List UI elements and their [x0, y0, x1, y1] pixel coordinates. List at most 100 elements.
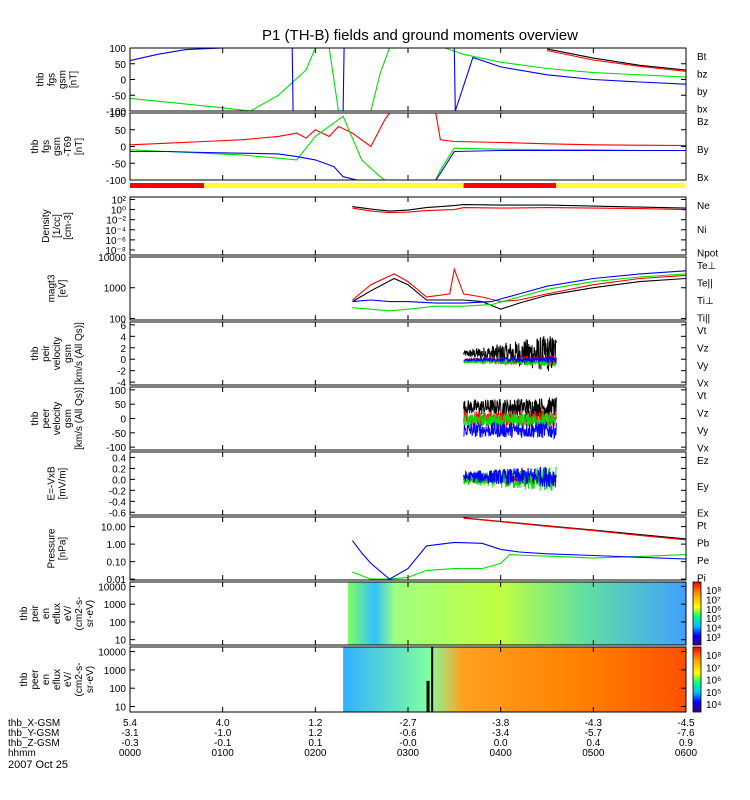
series-pi	[351, 540, 686, 580]
colorbar-label: 10⁷	[706, 595, 721, 606]
y-tick-label: 10²	[112, 196, 127, 207]
time-row-value: -3.1	[121, 728, 139, 739]
time-axis: 2007 Oct 25 thb_X-GSM 5.4 4.0 1.2 -2.7 -3.8 -4…	[8, 718, 698, 771]
y-tick-label: -0.6	[109, 508, 127, 519]
mode-bar	[130, 183, 686, 188]
legend-series-pt: Pt	[697, 521, 707, 532]
y-tick-label: -50	[112, 159, 127, 170]
panel-peer_v: Vt Vz Vy Vx 100 50 0 -50 -100 thb peer velocity gsm[…	[30, 386, 709, 454]
colorbar-label: 10⁶	[706, 676, 721, 687]
legend-series-by: by	[697, 87, 708, 98]
mode-bar-segment	[130, 183, 205, 188]
series-vx	[463, 355, 557, 364]
y-axis-label: thb	[30, 411, 41, 425]
time-row-value: -3.8	[492, 718, 510, 729]
legend-series-bx: Bx	[697, 173, 709, 184]
series-bz	[546, 49, 686, 72]
panel-temp: Te⊥ Te|| Ti⊥ Ti|| 10000 1000 100 magt3 [eV]	[47, 253, 717, 325]
y-tick-label: 0	[120, 415, 126, 426]
y-axis-label: thb	[19, 606, 30, 620]
series-pe	[352, 554, 686, 580]
y-tick-label: -50	[112, 91, 127, 102]
date-label: 2007 Oct 25	[8, 759, 68, 771]
y-tick-label: 6	[120, 321, 126, 332]
time-row-value: 1.2	[308, 718, 322, 729]
y-axis-label: fgs	[47, 73, 58, 86]
y-axis-label: Pressure	[47, 528, 58, 568]
y-axis-label: -T69	[63, 136, 74, 157]
plot-area-fgs	[130, 48, 686, 111]
series-pb	[463, 517, 686, 541]
legend-series-bz: bz	[697, 69, 708, 80]
y-tick-label: 10000	[98, 253, 126, 264]
panel-efield: Ez Ey Ex 0.40.20.0-0.2-0.4-0.6 E=-VxB [mV/m]	[47, 451, 709, 519]
time-row-label: thb_Z-GSM	[8, 738, 60, 749]
time-row-value: 5.4	[123, 718, 137, 729]
time-row-value: 0500	[582, 748, 605, 759]
y-axis-label: Density	[41, 209, 52, 242]
y-tick-label: 1.00	[107, 540, 127, 551]
plot-area-efield	[463, 465, 557, 491]
y-axis-label: [km/s (All Qs)]	[74, 387, 85, 450]
series-ti-	[352, 270, 686, 304]
legend-series-te-: Te⊥	[697, 261, 716, 272]
y-tick-label: -0.4	[109, 497, 127, 508]
time-row-value: -7.6	[677, 728, 695, 739]
y-axis-label: (cm2-s-	[74, 663, 85, 697]
colorbar-label: 10⁸	[706, 651, 721, 662]
legend-series-vy: Vy	[697, 426, 708, 437]
legend-series-bz: Bz	[697, 117, 709, 128]
y-tick-label: 2	[120, 344, 126, 355]
panel-frame	[129, 321, 687, 386]
y-tick-label: 10	[115, 703, 127, 714]
legend-series-ti-: Ti⊥	[697, 296, 714, 307]
y-axis-label: magt3	[47, 274, 58, 302]
y-axis-label: [km/s (All Qs)]	[74, 322, 85, 385]
legend-series-pe: Pe	[697, 556, 710, 567]
y-axis-label: [mV/m]	[58, 467, 69, 499]
legend-series-ti-: Ti||	[697, 313, 710, 324]
time-row-value: -0.1	[214, 738, 232, 749]
time-row-value: -0.0	[399, 738, 417, 749]
y-axis-label: peer	[30, 669, 41, 690]
legend-series-vt: Vt	[697, 326, 707, 337]
y-tick-label: 0	[120, 143, 126, 154]
time-row-value: 0100	[212, 748, 235, 759]
series-ti-	[352, 273, 686, 312]
y-axis-label: velocity	[52, 402, 63, 435]
y-tick-label: 10000	[98, 582, 126, 593]
time-row-value: 0600	[675, 748, 698, 759]
y-tick-label: 50	[115, 400, 127, 411]
y-tick-label: 100	[109, 109, 126, 120]
y-tick-label: 10⁻²	[106, 216, 126, 227]
y-tick-label: 0.10	[107, 558, 127, 569]
legend-series-ne: Ne	[697, 201, 710, 212]
time-row-value: -5.7	[585, 728, 603, 739]
legend-series-by: By	[697, 145, 709, 156]
time-row-value: -1.0	[214, 728, 232, 739]
y-axis-label: gsm	[52, 137, 63, 156]
y-tick-label: 0.0	[112, 475, 126, 486]
y-tick-label: 10⁻⁶	[105, 236, 126, 247]
time-row-value: -4.5	[677, 718, 695, 729]
y-axis-label: sr-eV)	[85, 666, 96, 693]
legend-series-vz: Vz	[697, 408, 709, 419]
plot-area-temp	[352, 267, 686, 312]
y-axis-label: [nT]	[74, 138, 85, 155]
legend-series-te-: Te||	[697, 278, 713, 289]
time-row-value: 0200	[304, 748, 327, 759]
y-axis-label: eV/	[63, 672, 74, 687]
legend-series-vx: Vx	[697, 443, 709, 454]
y-tick-label: 100	[109, 684, 126, 695]
plot-area-peir_en	[347, 582, 686, 645]
spectrogram	[343, 647, 686, 712]
time-row-value: -4.3	[585, 718, 603, 729]
colorbar-label: 10⁸	[706, 586, 721, 597]
y-tick-label: 1000	[104, 600, 127, 611]
y-tick-label: -50	[112, 429, 127, 440]
y-tick-label: 100	[109, 314, 126, 325]
y-tick-label: 10⁻⁸	[105, 246, 126, 257]
y-axis-label: [1/cc]	[52, 214, 63, 238]
